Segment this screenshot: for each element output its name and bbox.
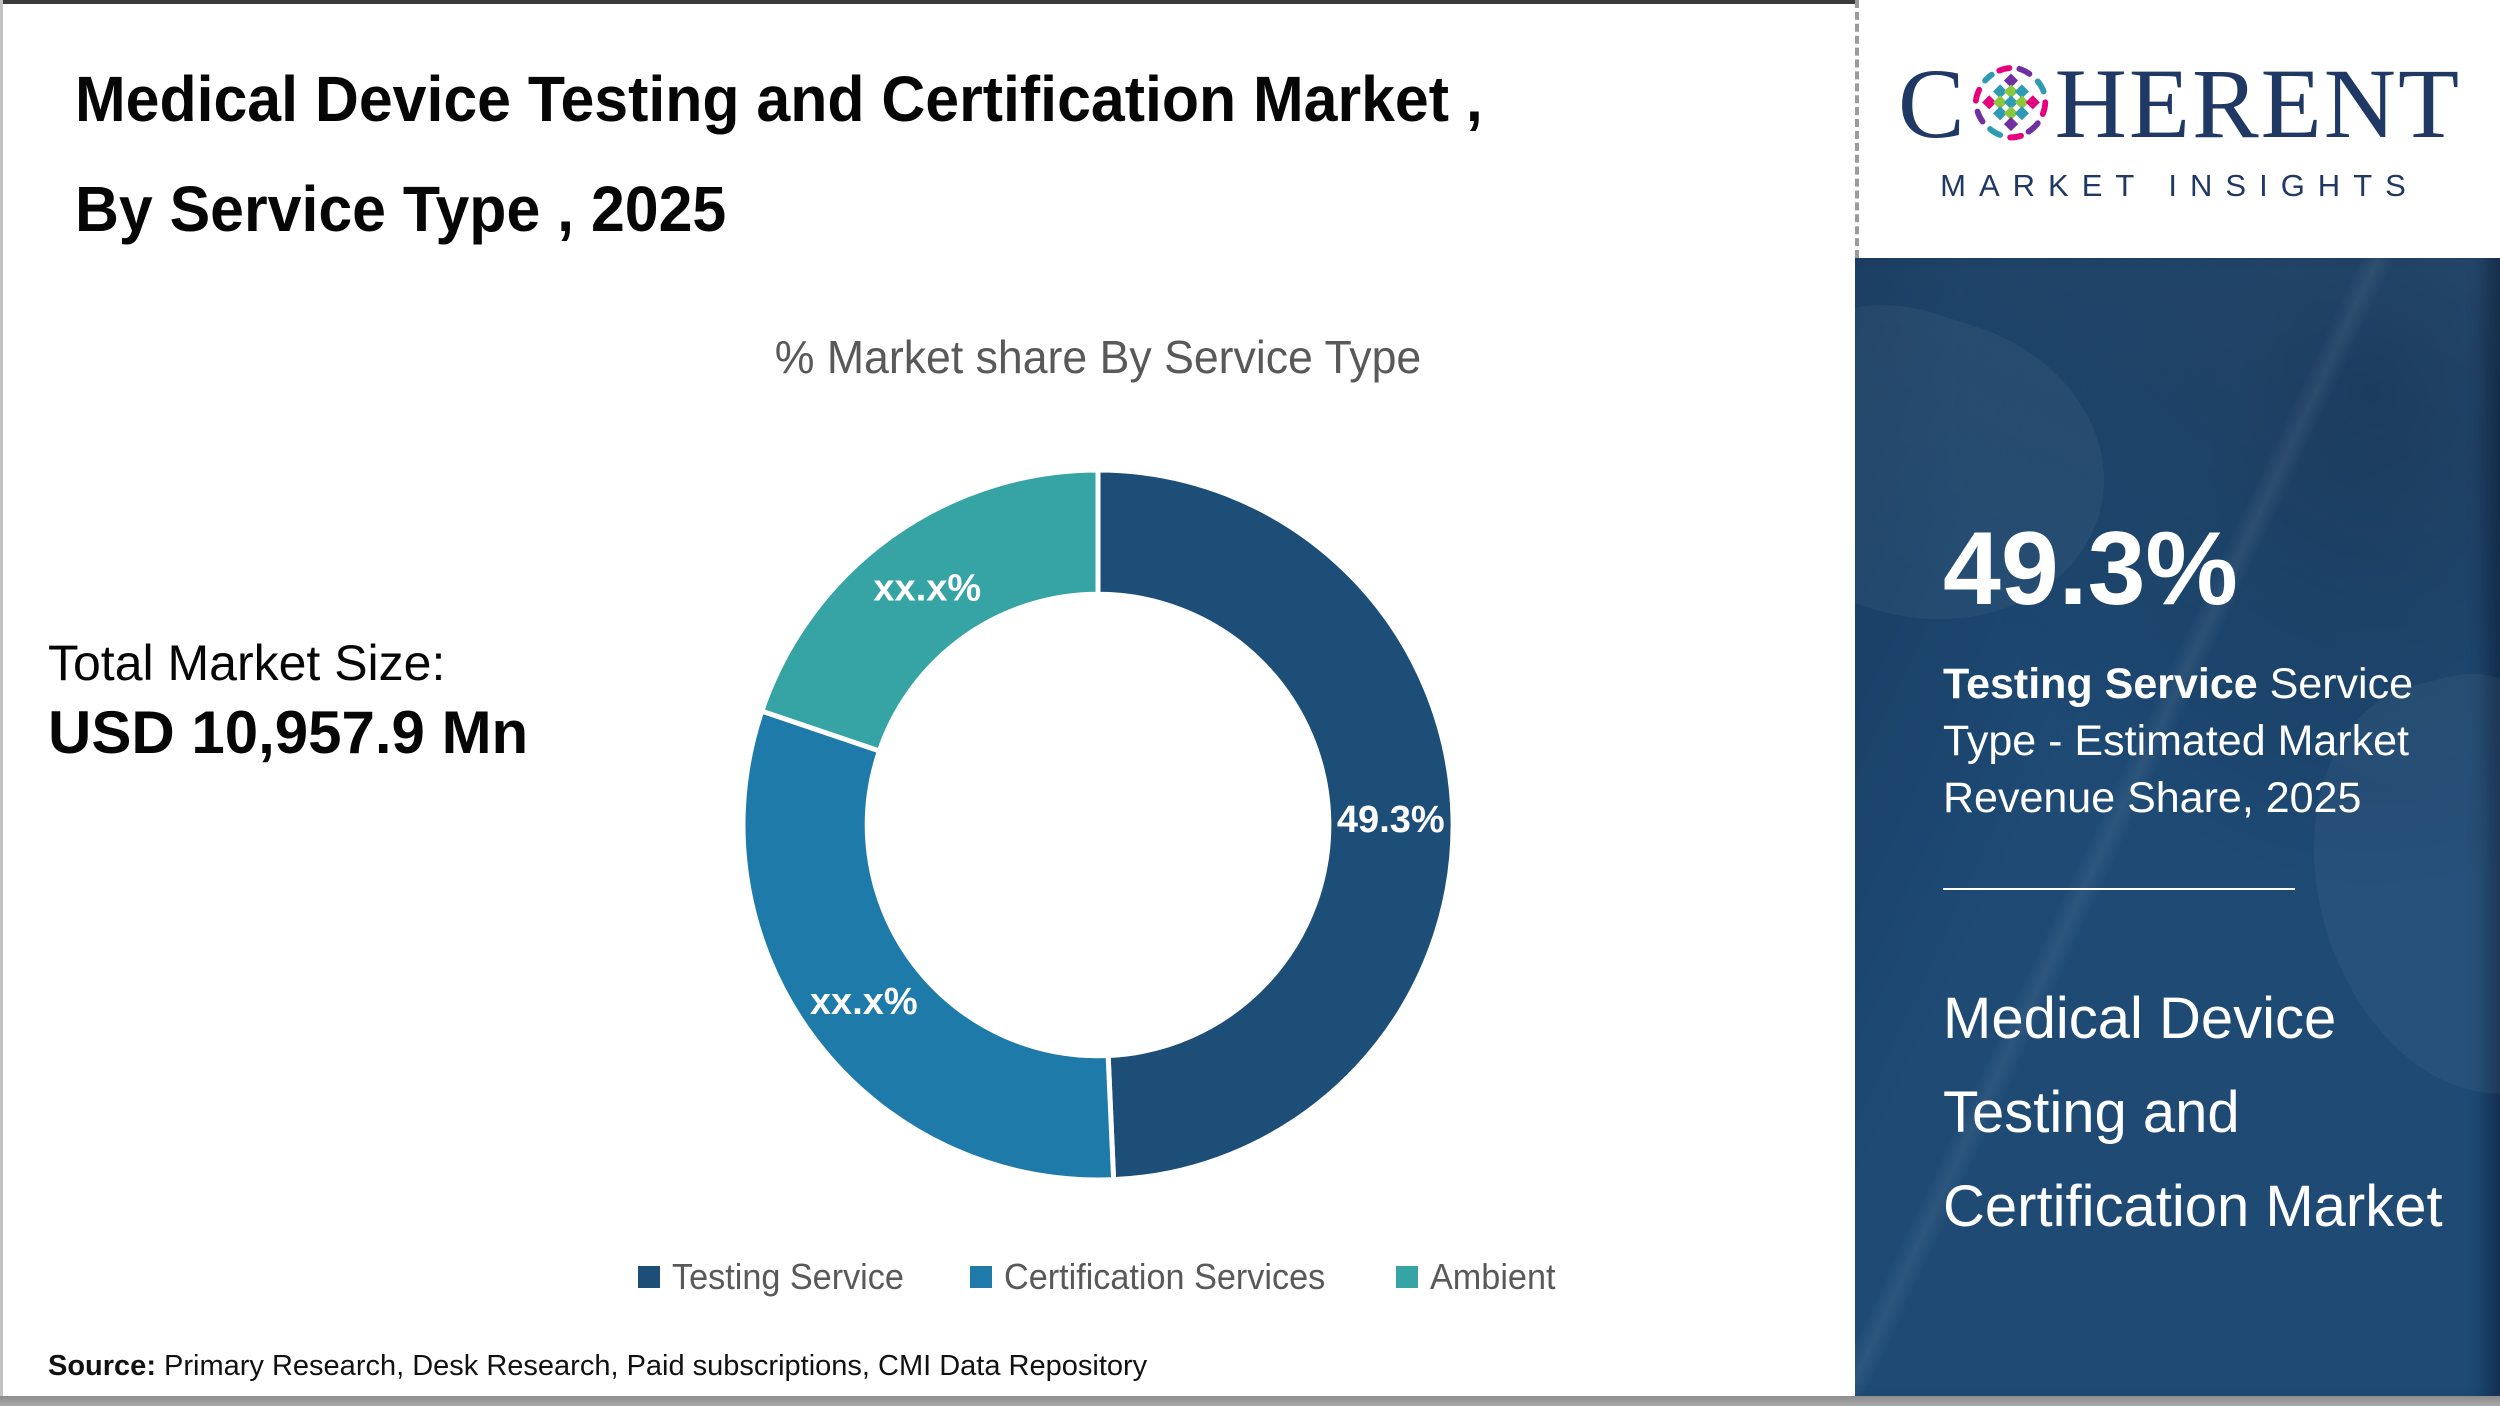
source-line: Source: Primary Research, Desk Research,…: [48, 1350, 1147, 1383]
source-label: Source:: [48, 1350, 156, 1382]
legend-item-ambient: Ambient: [1396, 1256, 1562, 1298]
frame-bottom-border: [0, 1396, 2500, 1406]
sidebar-stat-description: Testing Service Service Type - Estimated…: [1943, 656, 2435, 827]
legend-item-certification-services: Certification Services: [969, 1256, 1342, 1298]
legend-label: Ambient: [1430, 1256, 1556, 1297]
legend-label: Certification Services: [1003, 1256, 1326, 1297]
sidebar-market-name: Medical Device Testing and Certification…: [1943, 986, 2443, 1239]
brand-letters-herent: HERENT: [2054, 48, 2462, 159]
donut-segment-label: 49.3%: [1337, 799, 1445, 841]
frame-top-border: [0, 0, 2500, 4]
donut-segment-certification-services: [740, 708, 1117, 1183]
chart-title: % Market share By Service Type: [774, 331, 1422, 383]
brand-subtitle: MARKET INSIGHTS: [1940, 168, 2419, 203]
legend-swatch: [1396, 1266, 1419, 1288]
sidebar-stat-segment-name: Testing Service: [1943, 660, 2258, 708]
donut-segment-ambient: [759, 467, 1101, 754]
sidebar-stat-rest: Service Type - Estimated Market Revenue …: [1943, 660, 2414, 822]
sidebar-stat-value: 49.3%: [1943, 511, 2238, 627]
legend-label: Testing Service: [671, 1256, 904, 1297]
logo-o-icon: [1972, 65, 2048, 141]
brand-logo: C: [1855, 0, 2500, 258]
page-title-line2: By Service Type , 2025: [75, 173, 727, 245]
donut-segment-label: xx.x%: [810, 981, 918, 1023]
total-market-size-value: USD 10,957.9 Mn: [48, 699, 529, 766]
donut-segment-testing-service: [1095, 467, 1456, 1183]
legend-item-testing-service: Testing Service: [637, 1256, 916, 1298]
frame-left-border: [0, 0, 3, 1406]
brand-letter-c: C: [1897, 48, 1967, 159]
page-title: Medical Device Testing and Certification…: [75, 44, 1483, 264]
sidebar-divider-line: [1943, 888, 2295, 890]
chart-legend: Testing Service Certification Services Amb…: [600, 1256, 1600, 1298]
brand-wordmark: C: [1898, 54, 2461, 154]
donut-segment-label: xx.x%: [873, 567, 981, 609]
source-text: Primary Research, Desk Research, Paid su…: [155, 1350, 1148, 1382]
donut-svg: 49.3% xx.x% xx.x%: [740, 467, 1456, 1183]
sidebar-panel: 49.3% Testing Service Service Type - Est…: [1855, 258, 2500, 1396]
total-market-size-label: Total Market Size:: [48, 635, 446, 691]
page-title-line1: Medical Device Testing and Certification…: [75, 63, 1483, 135]
legend-swatch: [637, 1266, 660, 1288]
donut-chart: 49.3% xx.x% xx.x%: [738, 465, 1458, 1185]
legend-swatch: [969, 1266, 992, 1288]
